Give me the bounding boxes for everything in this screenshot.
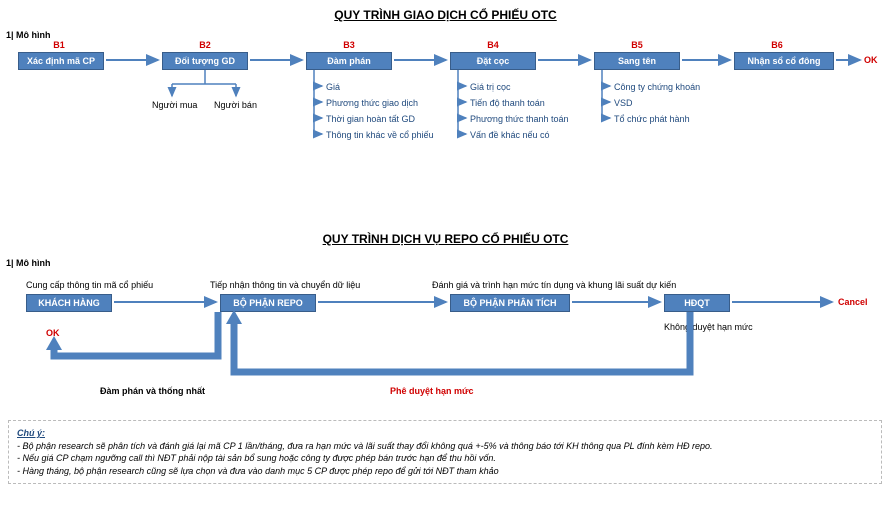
b3-sub4: Thông tin khác về cổ phiếu xyxy=(326,130,434,140)
b2-sub2: Người bán xyxy=(214,100,257,110)
box-hdqt: HĐQT xyxy=(664,294,730,312)
b3-sub2: Phương thức giao dịch xyxy=(326,98,418,108)
b4-sub3: Phương thức thanh toán xyxy=(470,114,569,124)
box-repo: BỘ PHẬN REPO xyxy=(220,294,316,312)
flow2-cancel: Cancel xyxy=(838,297,868,307)
b3-sub1: Giá xyxy=(326,82,340,92)
note-line-2: - Nếu giá CP chạm ngưỡng call thì NĐT ph… xyxy=(17,453,496,463)
flow1-ok: OK xyxy=(864,55,878,65)
note-box: Chú ý: - Bộ phận research sẽ phân tích v… xyxy=(8,420,882,484)
b5-sub2: VSD xyxy=(614,98,633,108)
flow2-cancel-reason: Không duyệt hạn mức xyxy=(664,322,753,332)
box-b1: Xác định mã CP xyxy=(18,52,104,70)
loop2-label: Phê duyệt hạn mức xyxy=(390,386,474,396)
note-line-3: - Hàng tháng, bộ phận research cũng sẽ l… xyxy=(17,466,499,476)
note-title: Chú ý: xyxy=(17,428,45,438)
box-b3: Đàm phán xyxy=(306,52,392,70)
b2-sub1: Người mua xyxy=(152,100,197,110)
b5-sub3: Tổ chức phát hành xyxy=(614,114,690,124)
flow2-title: QUY TRÌNH DỊCH VỤ REPO CỔ PHIẾU OTC xyxy=(0,232,891,246)
flow2-section: 1| Mô hình xyxy=(6,258,51,268)
b3-sub3: Thời gian hoàn tất GD xyxy=(326,114,415,124)
flow1-section: 1| Mô hình xyxy=(6,30,51,40)
box-b4: Đặt cọc xyxy=(450,52,536,70)
b4-sub4: Vấn đề khác nếu có xyxy=(470,130,550,140)
cap-1: Cung cấp thông tin mã cổ phiếu xyxy=(26,280,153,290)
tag-b2: B2 xyxy=(190,40,220,50)
tag-b3: B3 xyxy=(334,40,364,50)
flow2-ok: OK xyxy=(46,328,60,338)
loop1-label: Đàm phán và thống nhất xyxy=(100,386,205,396)
box-kh: KHÁCH HÀNG xyxy=(26,294,112,312)
flow1-title: QUY TRÌNH GIAO DỊCH CỔ PHIẾU OTC xyxy=(0,8,891,22)
cap-3: Đánh giá và trình hạn mức tín dụng và kh… xyxy=(432,280,676,290)
b5-sub1: Công ty chứng khoán xyxy=(614,82,700,92)
box-b6: Nhận sổ cổ đông xyxy=(734,52,834,70)
tag-b6: B6 xyxy=(762,40,792,50)
box-b2: Đối tượng GD xyxy=(162,52,248,70)
tag-b1: B1 xyxy=(44,40,74,50)
cap-2: Tiếp nhận thông tin và chuyển dữ liệu xyxy=(210,280,360,290)
b4-sub1: Giá trị cọc xyxy=(470,82,511,92)
tag-b4: B4 xyxy=(478,40,508,50)
box-b5: Sang tên xyxy=(594,52,680,70)
note-line-1: - Bộ phận research sẽ phân tích và đánh … xyxy=(17,441,713,451)
box-pt: BỘ PHẬN PHÂN TÍCH xyxy=(450,294,570,312)
tag-b5: B5 xyxy=(622,40,652,50)
b4-sub2: Tiến độ thanh toán xyxy=(470,98,545,108)
